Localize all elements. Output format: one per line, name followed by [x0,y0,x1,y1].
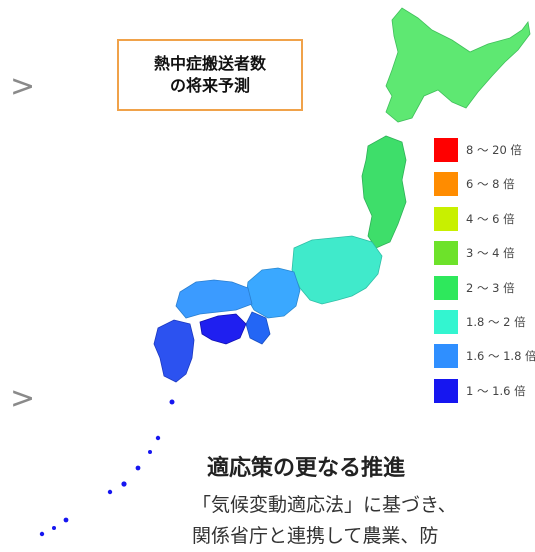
legend-item: 2 ～ 3 倍 [434,275,535,300]
legend-swatch [434,344,458,369]
legend-label: 1.8 ～ 2 倍 [466,314,526,329]
section-body-line-1: 「気候変動適応法」に基づき、 [192,494,457,516]
legend-item: 1 ～ 1.6 倍 [434,378,535,403]
legend-label: 4 ～ 6 倍 [466,211,515,226]
legend-item: 6 ～ 8 倍 [434,172,535,197]
chugoku-region [175,279,253,319]
map-title-line-2: の将来予測 [169,76,250,95]
legend-item: 1.8 ～ 2 倍 [434,309,535,334]
kyushu-region [153,319,195,383]
kinki-region [245,267,301,319]
legend-label: 1.6 ～ 1.8 倍 [466,349,535,364]
island-mark [121,481,127,487]
map-title-line-1: 熱中症搬送者数 [153,54,266,73]
legend-item: 3 ～ 4 倍 [434,241,535,266]
legend-item: 8 ～ 20 倍 [434,138,535,162]
chevron-right-icon[interactable]: > [10,381,36,416]
island-mark [155,435,161,441]
map-title-box: 熱中症搬送者数 の将来予測 [117,39,303,111]
japan-map [39,7,531,537]
island-mark [107,489,113,495]
kanto-chubu-region [291,235,383,305]
section-body-line-2: 関係省庁と連携して農業、防 [192,525,439,547]
legend-swatch [434,378,458,403]
legend-item: 1.6 ～ 1.8 倍 [434,344,535,369]
legend-label: 6 ～ 8 倍 [466,177,515,192]
island-mark [169,399,175,405]
legend-label: 3 ～ 4 倍 [466,246,515,261]
shikoku-region [199,313,247,345]
legend-swatch [434,309,458,334]
island-mark [39,531,45,537]
legend-swatch [434,241,458,266]
legend-swatch [434,172,458,197]
legend-label: 1 ～ 1.6 倍 [466,383,526,398]
legend-swatch [434,275,458,300]
legend-swatch [434,138,458,162]
section-heading: 適応策の更なる推進 [207,456,406,481]
legend-label: 8 ～ 20 倍 [466,143,522,157]
island-mark [63,517,69,523]
legend: 8 ～ 20 倍 6 ～ 8 倍 4 ～ 6 倍 3 ～ 4 倍 2 ～ 3 倍… [434,138,535,413]
island-mark [52,526,56,530]
legend-item: 4 ～ 6 倍 [434,206,535,231]
island-mark [148,450,152,454]
legend-swatch [434,206,458,231]
tohoku-region [361,135,407,249]
island-mark [135,465,141,471]
hokkaido-region [385,7,531,123]
chevron-right-icon[interactable]: > [10,69,36,104]
section-body: 「気候変動適応法」に基づき、 関係省庁と連携して農業、防 [192,490,535,552]
legend-label: 2 ～ 3 倍 [466,280,515,295]
